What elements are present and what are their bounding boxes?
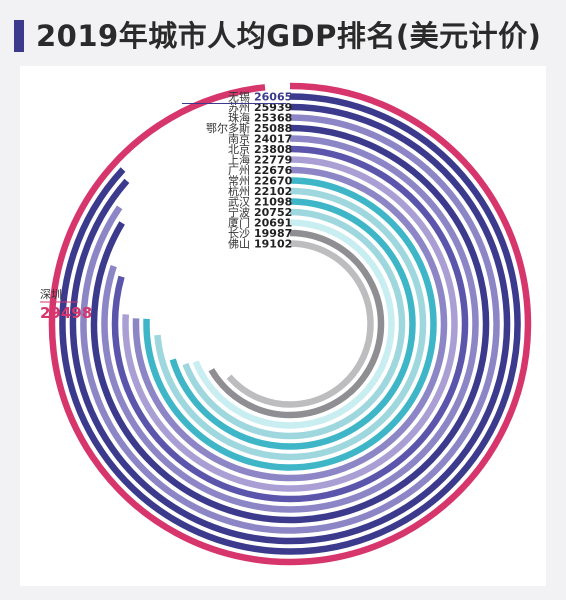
value-label: 22779 <box>254 154 292 167</box>
bar-宁波 <box>182 208 406 440</box>
bar-上海 <box>122 156 458 492</box>
value-label: 20752 <box>254 206 292 219</box>
value-label: 29498 <box>40 304 92 322</box>
category-label: 上海 <box>228 153 250 167</box>
bar-苏州 <box>69 103 511 545</box>
category-label: 宁波 <box>228 205 250 219</box>
value-label: 22670 <box>254 175 293 188</box>
category-label: 长沙 <box>228 227 250 240</box>
category-label: 苏州 <box>228 101 250 114</box>
value-label: 22676 <box>254 164 293 177</box>
value-label: 24017 <box>254 133 292 146</box>
bar-武汉 <box>169 198 416 450</box>
value-label: 19102 <box>254 238 292 251</box>
bar-深圳 <box>48 82 532 566</box>
bar-无锡 <box>59 93 521 555</box>
title-bar: 2019年城市人均GDP排名(美元计价) <box>14 14 554 58</box>
bar-杭州 <box>154 187 427 461</box>
bar-鄂尔多斯 <box>90 124 490 524</box>
value-label: 21098 <box>254 196 292 209</box>
value-label: 25088 <box>254 122 292 135</box>
radial-bar-chart: 无锡 26065 苏州 25939 珠海 25368 鄂尔多斯 25088 南京 24017 北京 2… <box>40 82 532 566</box>
page-title: 2019年城市人均GDP排名(美元计价) <box>36 19 542 53</box>
value-label: 23808 <box>254 143 292 156</box>
value-label: 20691 <box>254 217 292 230</box>
bar-厦门 <box>192 219 395 429</box>
category-label: 厦门 <box>228 216 250 230</box>
category-label: 佛山 <box>228 238 250 251</box>
bar-长沙 <box>208 229 385 419</box>
category-label: 南京 <box>228 132 250 146</box>
value-label: 25939 <box>254 101 292 114</box>
category-label: 武汉 <box>228 196 250 209</box>
category-label: 杭州 <box>228 184 250 198</box>
category-label: 常州 <box>228 175 250 188</box>
bar-南京 <box>101 135 479 513</box>
category-label: 珠海 <box>228 111 250 125</box>
value-label: 22102 <box>254 185 292 198</box>
category-label: 鄂尔多斯 <box>206 121 250 135</box>
category-label: 北京 <box>228 142 250 156</box>
value-label: 26065 <box>254 91 292 104</box>
title-accent <box>14 20 24 52</box>
category-label: 无锡 <box>228 90 250 104</box>
category-label: 广州 <box>228 164 250 177</box>
value-label: 19987 <box>254 227 292 240</box>
bar-北京 <box>111 145 469 503</box>
bar-珠海 <box>80 114 500 534</box>
bar-广州 <box>132 166 448 482</box>
bar-常州 <box>143 177 437 471</box>
chart-card: 无锡 26065 苏州 25939 珠海 25368 鄂尔多斯 25088 南京 24017 北京 2… <box>20 66 546 586</box>
value-label: 25368 <box>254 112 292 125</box>
bar-佛山 <box>226 240 374 408</box>
category-label: 深圳 <box>40 288 62 301</box>
